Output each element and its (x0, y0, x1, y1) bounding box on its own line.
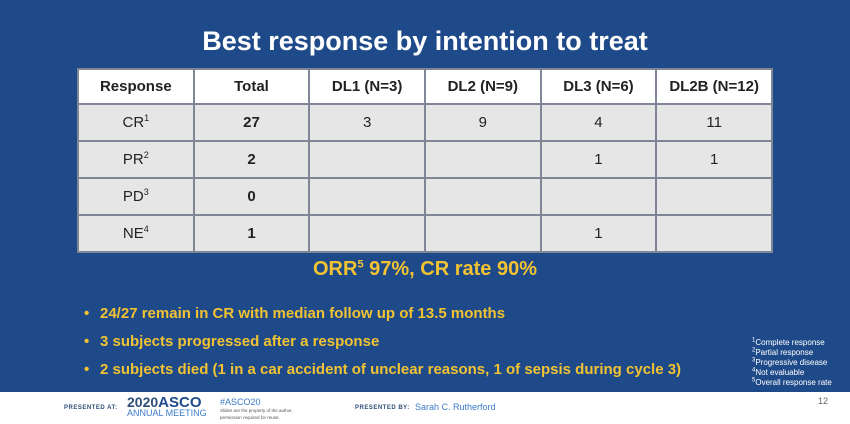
cell-dl3: 1 (539, 214, 658, 253)
presented-by-label: PRESENTED BY: (355, 405, 410, 411)
disclaimer: Slides are the property of the author, p… (220, 408, 293, 420)
cell-dl3: 4 (539, 103, 658, 142)
bullet-dot-icon: • (84, 305, 90, 322)
cell-dl2b (655, 214, 773, 253)
footnotes: 1Complete response 2Partial response 3Pr… (752, 337, 832, 388)
cell-dl3 (539, 177, 658, 216)
bullet-dot-icon: • (84, 361, 90, 378)
table-row: PR2 2 1 1 (77, 140, 773, 179)
hashtag-block: #ASCO20 Slides are the property of the a… (220, 397, 310, 421)
cell-dl1: 3 (308, 103, 426, 142)
col-header-total: Total (192, 68, 311, 105)
footnote: 5Overall response rate (752, 377, 832, 387)
cell-total: 27 (192, 103, 311, 142)
cell-total: 1 (192, 214, 311, 253)
cell-total: 2 (192, 140, 311, 179)
asco-logo: 2020ASCO ANNUAL MEETING (127, 394, 207, 418)
hashtag: #ASCO20 (220, 397, 261, 407)
cell-dl1 (308, 177, 426, 216)
orr-summary: ORR5 97%, CR rate 90% (313, 258, 537, 280)
cell-dl2: 9 (423, 103, 542, 142)
bullet-list: • 24/27 remain in CR with median follow u… (84, 300, 681, 384)
cell-dl2 (423, 177, 542, 216)
list-item: • 3 subjects progressed after a response (84, 328, 681, 356)
col-header-response: Response (77, 68, 195, 105)
col-header-dl2: DL2 (N=9) (423, 68, 542, 105)
response-table: Response Total DL1 (N=3) DL2 (N=9) DL3 (… (77, 68, 773, 253)
cell-dl2 (423, 214, 542, 253)
cell-dl2b (655, 177, 773, 216)
list-item: • 2 subjects died (1 in a car accident of… (84, 356, 681, 384)
slide: Best response by intention to treat Resp… (0, 0, 850, 392)
table-header-row: Response Total DL1 (N=3) DL2 (N=9) DL3 (… (77, 68, 773, 105)
row-label: CR1 (77, 103, 195, 142)
presented-at-label: PRESENTED AT: (64, 405, 118, 411)
table-row: PD3 0 (77, 177, 773, 216)
footnote: 1Complete response (752, 337, 825, 347)
slide-title: Best response by intention to treat (202, 26, 648, 56)
row-label: PD3 (77, 177, 195, 216)
footnote: 3Progressive disease (752, 357, 828, 367)
col-header-dl2b: DL2B (N=12) (655, 68, 773, 105)
cell-dl2b: 11 (655, 103, 773, 142)
page-number: 12 (818, 396, 829, 406)
cell-dl3: 1 (539, 140, 658, 179)
bullet-dot-icon: • (84, 333, 90, 350)
cell-dl2 (423, 140, 542, 179)
col-header-dl3: DL3 (N=6) (539, 68, 658, 105)
cell-dl1 (308, 140, 426, 179)
row-label: NE4 (77, 214, 195, 253)
cell-dl1 (308, 214, 426, 253)
cell-total: 0 (192, 177, 311, 216)
cell-dl2b: 1 (655, 140, 773, 179)
presenter-name: Sarah C. Rutherford (415, 402, 496, 412)
slide-footer: PRESENTED AT: 2020ASCO ANNUAL MEETING #A… (0, 392, 850, 424)
footnote: 4Not evaluable (752, 367, 805, 377)
col-header-dl1: DL1 (N=3) (308, 68, 426, 105)
table-row: NE4 1 1 (77, 214, 773, 253)
footnote: 2Partial response (752, 347, 814, 357)
row-label: PR2 (77, 140, 195, 179)
list-item: • 24/27 remain in CR with median follow u… (84, 300, 681, 328)
table-row: CR1 27 3 9 4 11 (77, 103, 773, 142)
